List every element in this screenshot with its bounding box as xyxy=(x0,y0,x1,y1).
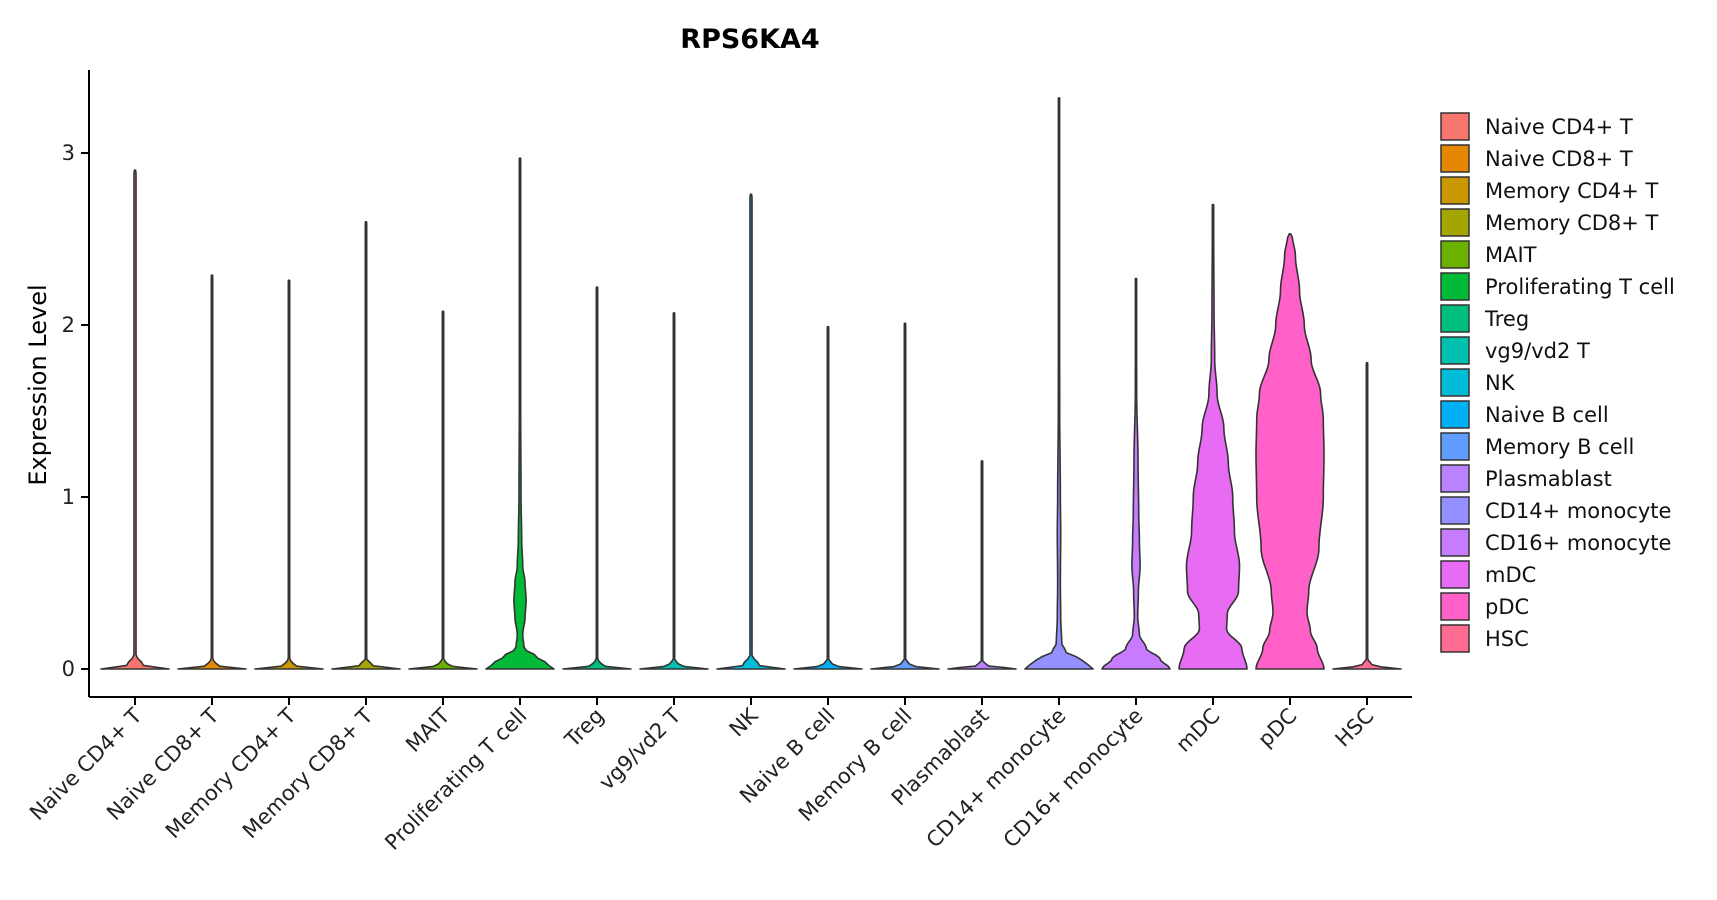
violin-naive-b-cell xyxy=(793,325,863,670)
legend-label: Memory CD4+ T xyxy=(1485,179,1659,203)
violin-proliferating-t-cell xyxy=(485,157,555,670)
y-tick-label: 1 xyxy=(62,485,75,509)
violin-memory-b-cell xyxy=(870,322,940,670)
violin-cd16-monocyte xyxy=(1101,277,1171,670)
x-tick-label: Memory CD8+ T xyxy=(238,703,378,843)
legend-swatch xyxy=(1440,144,1470,173)
legend-swatch xyxy=(1440,528,1470,557)
legend-swatch xyxy=(1440,592,1470,621)
violin-memory-cd4-t xyxy=(254,279,324,670)
violin-naive-cd4-t xyxy=(100,169,170,670)
legend-label: pDC xyxy=(1485,595,1529,619)
legend-swatch xyxy=(1440,496,1470,525)
legend-swatch xyxy=(1440,464,1470,493)
y-tick-label: 3 xyxy=(62,141,75,165)
legend-swatch xyxy=(1440,368,1470,397)
violin-memory-cd8-t xyxy=(331,221,401,670)
legend-label: vg9/vd2 T xyxy=(1485,339,1590,363)
x-tick-label: vg9/vd2 T xyxy=(594,703,685,794)
y-axis-title: Expression Level xyxy=(24,284,52,485)
x-tick-label: Memory CD4+ T xyxy=(161,703,301,843)
legend-label: Treg xyxy=(1484,307,1529,331)
legend-label: CD16+ monocyte xyxy=(1485,531,1671,555)
x-tick-label: HSC xyxy=(1331,704,1379,752)
violin-nk xyxy=(716,193,786,670)
y-tick-label: 0 xyxy=(62,657,75,681)
legend-swatch xyxy=(1440,240,1470,269)
legend-swatch xyxy=(1440,400,1470,429)
legend-swatch xyxy=(1440,208,1470,237)
legend-label: Naive CD4+ T xyxy=(1485,115,1633,139)
legend-swatch xyxy=(1440,624,1470,653)
x-tick-label: mDC xyxy=(1171,704,1224,757)
violin-naive-cd8-t xyxy=(177,274,247,670)
violin-mdc xyxy=(1178,203,1248,670)
legend-label: mDC xyxy=(1485,563,1536,587)
legend-swatch xyxy=(1440,112,1470,141)
legend-swatch xyxy=(1440,272,1470,301)
violin-vg9-vd2-t xyxy=(639,312,709,670)
x-tick-label: MAIT xyxy=(401,703,455,757)
legend-swatch xyxy=(1440,432,1470,461)
legend-label: MAIT xyxy=(1485,243,1537,267)
legend-label: Plasmablast xyxy=(1485,467,1612,491)
legend-label: Naive CD8+ T xyxy=(1485,147,1633,171)
legend-label: Naive B cell xyxy=(1485,403,1609,427)
violin-treg xyxy=(562,286,632,670)
violin-mait xyxy=(408,310,478,670)
legend-swatch xyxy=(1440,176,1470,205)
x-tick-label: pDC xyxy=(1253,704,1301,752)
x-tick-label: Proliferating T cell xyxy=(380,704,531,855)
legend-label: NK xyxy=(1485,371,1516,395)
legend-label: Memory B cell xyxy=(1485,435,1634,459)
legend-swatch xyxy=(1440,304,1470,333)
x-tick-label: Treg xyxy=(560,704,609,753)
legend: Naive CD4+ T Naive CD8+ T Memory CD4+ T Mem… xyxy=(1440,112,1675,653)
legend-label: HSC xyxy=(1485,627,1529,651)
x-tick-label: NK xyxy=(725,703,764,742)
legend-swatch xyxy=(1440,336,1470,365)
legend-label: CD14+ monocyte xyxy=(1485,499,1671,523)
violin-hsc xyxy=(1332,362,1402,670)
violin-pdc xyxy=(1255,233,1325,670)
x-tick-label: CD14+ monocyte xyxy=(922,704,1071,853)
y-tick-label: 2 xyxy=(62,313,75,337)
x-tick-label: CD16+ monocyte xyxy=(999,704,1148,853)
legend-swatch xyxy=(1440,560,1470,589)
violin-cd14-monocyte xyxy=(1024,97,1094,670)
violin-plasmablast xyxy=(947,460,1017,670)
legend-label: Memory CD8+ T xyxy=(1485,211,1659,235)
legend-label: Proliferating T cell xyxy=(1485,275,1675,299)
chart-title: RPS6KA4 xyxy=(680,24,819,55)
